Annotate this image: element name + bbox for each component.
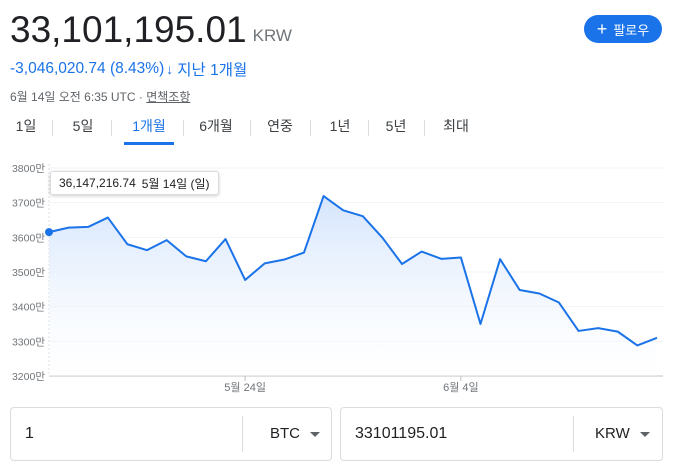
price-area (49, 196, 657, 376)
converter-divider (573, 416, 574, 452)
y-tick-label: 3700만 (12, 198, 45, 210)
change-period: 지난 1개월 (177, 62, 248, 79)
converter-divider (242, 416, 243, 452)
price-chart[interactable]: 3800만 3700만 3600만 3500만 3400만 3300만 3200만 5월 24… (0, 148, 680, 400)
timestamp-row: 6월 14일 오전 6:35 UTC · 면책조항 (10, 88, 190, 105)
tab-divider (310, 120, 311, 136)
tab-6m[interactable]: 6개월 (199, 118, 233, 134)
tab-max[interactable]: 최대 (443, 118, 469, 134)
disclaimer-link[interactable]: 면책조항 (146, 90, 191, 104)
x-tick-label: 6월 4일 (443, 380, 479, 394)
tab-divider (183, 120, 184, 136)
price-header: 33,101,195.01 KRW (10, 8, 292, 52)
timestamp: 6월 14일 오전 6:35 UTC · (10, 90, 147, 104)
tab-divider (368, 120, 369, 136)
price-line (48, 195, 658, 347)
tab-ytd[interactable]: 연중 (267, 118, 293, 134)
to-currency-label: KRW (595, 425, 630, 442)
converter-left: 1 BTC (10, 407, 332, 461)
current-price: 33,101,195.01 (10, 9, 247, 50)
tooltip-value: 36,147,216.74 (59, 176, 136, 190)
tab-divider (52, 120, 53, 136)
y-tick-label: 3200만 (12, 371, 45, 383)
range-tabs: 1일 5일 1개월 6개월 연중 1년 5년 최대 (0, 112, 680, 145)
y-tick-label: 3400만 (12, 302, 45, 314)
converted-input[interactable]: 33101195.01 (355, 425, 448, 442)
y-tick-label: 3800만 (12, 163, 45, 175)
x-tick-label: 5월 24일 (224, 380, 266, 394)
chevron-down-icon (639, 431, 650, 437)
down-arrow-icon: ↓ (166, 61, 174, 77)
tab-5y[interactable]: 5년 (385, 118, 407, 134)
chevron-down-icon (310, 431, 320, 437)
converter-right: 33101195.01 KRW (340, 407, 663, 461)
tab-1d[interactable]: 1일 (15, 118, 37, 134)
y-tick-label: 3500만 (12, 267, 45, 279)
y-tick-label: 3300만 (12, 336, 45, 348)
tab-divider (250, 120, 251, 136)
from-currency-label: BTC (270, 425, 300, 442)
price-change: -3,046,020.74 (8.43%) ↓ 지난 1개월 (10, 58, 247, 80)
change-value: -3,046,020.74 (8.43%) (10, 60, 165, 77)
tab-divider (424, 120, 425, 136)
plus-icon: + (596, 19, 608, 39)
follow-button[interactable]: + 팔로우 (584, 15, 662, 43)
tab-5d[interactable]: 5일 (72, 118, 94, 134)
from-currency-select[interactable]: BTC (270, 408, 320, 460)
tab-1y[interactable]: 1년 (329, 118, 351, 134)
currency-code: KRW (252, 26, 292, 45)
chart-tooltip: 36,147,216.74 5월 14일 (일) (50, 171, 219, 195)
amount-input[interactable]: 1 (25, 425, 34, 442)
tooltip-date: 5월 14일 (일) (141, 176, 210, 191)
y-tick-label: 3600만 (12, 232, 45, 244)
tab-1m[interactable]: 1개월 (124, 112, 174, 145)
tab-divider (111, 120, 112, 136)
to-currency-select[interactable]: KRW (595, 408, 650, 460)
follow-label: 팔로우 (613, 22, 650, 38)
hover-marker (45, 228, 53, 237)
